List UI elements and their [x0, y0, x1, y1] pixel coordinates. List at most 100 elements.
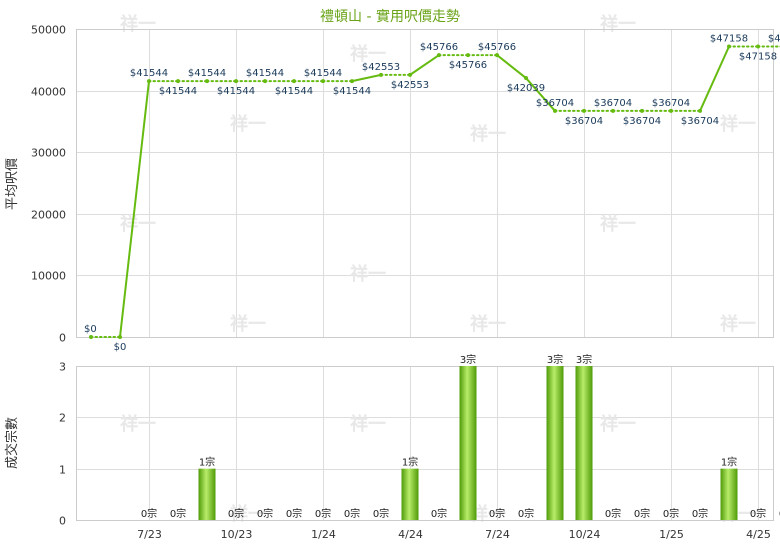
count-bar-label: 0宗: [286, 507, 302, 520]
count-bar-label: 0宗: [634, 507, 650, 520]
price-point: [437, 53, 441, 58]
price-point-label: $47158: [710, 34, 748, 45]
count-bar-label: 0宗: [344, 507, 360, 520]
count-bar-label: 0宗: [518, 507, 534, 520]
watermark-text: 祥一: [470, 503, 506, 525]
x-tick-label: 10/23: [221, 528, 253, 541]
price-point-label: $41544: [304, 68, 342, 79]
price-point-label: $42039: [507, 83, 545, 94]
x-tick-label: 1/24: [311, 528, 336, 541]
price-point: [756, 44, 760, 49]
price-point-label: $36704: [652, 98, 690, 109]
price-point: [611, 108, 615, 113]
count-bar: [546, 366, 564, 520]
price-y-tick-label: 20000: [31, 209, 66, 222]
count-bar-label: 1宗: [402, 456, 418, 469]
price-point: [89, 335, 93, 339]
watermark-text: 祥一: [600, 213, 636, 235]
price-point: [582, 108, 586, 113]
price-point-label: $42553: [391, 80, 429, 91]
count-y-tick-label: 2: [59, 412, 66, 425]
price-point-label: $47158: [768, 34, 780, 45]
price-point: [205, 79, 209, 84]
price-y-tick-label: 10000: [31, 270, 66, 283]
count-y-tick-label: 3: [59, 361, 66, 374]
price-point-label: $41544: [159, 86, 197, 97]
price-y-tick-label: 0: [59, 332, 66, 345]
count-bar: [720, 468, 738, 520]
count-bar-label: 0宗: [257, 507, 273, 520]
count-bar-label: 0宗: [228, 507, 244, 520]
price-point-label: $42553: [362, 62, 400, 73]
count-bar-label: 0宗: [663, 507, 679, 520]
price-point: [350, 79, 354, 84]
price-point-label: $41544: [333, 86, 371, 97]
price-line-segment: [525, 77, 556, 112]
price-point: [118, 335, 122, 339]
watermark-text: 祥一: [120, 413, 156, 435]
price-point-label: $36704: [536, 98, 574, 109]
count-bar-label: 0宗: [431, 507, 447, 520]
price-point-label: $0: [114, 342, 127, 353]
price-point: [698, 108, 702, 113]
price-point: [176, 79, 180, 84]
count-y-tick-label: 1: [59, 464, 66, 477]
count-bar: [459, 366, 477, 520]
x-tick-label: 1/25: [659, 528, 684, 541]
count-bar-label: 0宗: [489, 507, 505, 520]
count-bar-label: 3宗: [576, 353, 592, 366]
count-y-tick-label: 0: [59, 515, 66, 528]
price-point: [553, 108, 557, 113]
price-point-label: $36704: [565, 116, 603, 127]
price-point: [292, 79, 296, 84]
price-point: [727, 44, 731, 49]
watermark-text: 祥一: [720, 313, 756, 335]
watermark-text: 祥一: [230, 313, 266, 335]
price-point-label: $41544: [275, 86, 313, 97]
watermark-text: 祥一: [720, 113, 756, 135]
price-point-label: $41544: [246, 68, 284, 79]
price-y-tick-label: 30000: [31, 147, 66, 160]
price-line-segment: [351, 73, 382, 83]
x-tick-label: 10/24: [569, 528, 601, 541]
watermark-text: 祥一: [470, 313, 506, 335]
price-point: [524, 76, 528, 81]
count-bar-label: 0宗: [750, 507, 766, 520]
x-tick-label: 7/23: [137, 528, 162, 541]
count-bar-label: 1宗: [721, 456, 737, 469]
price-point-label: $36704: [594, 98, 632, 109]
count-plot-frame: [76, 366, 774, 521]
price-point: [321, 79, 325, 84]
price-line-segment: [119, 80, 150, 338]
count-bar-label: 0宗: [170, 507, 186, 520]
price-point-label: $41544: [130, 68, 168, 79]
price-line-segment: [699, 45, 730, 112]
price-point-label: $41544: [217, 86, 255, 97]
count-bar-label: 1宗: [199, 456, 215, 469]
price-point: [669, 108, 673, 113]
price-point-label: $45766: [449, 60, 487, 71]
price-point: [640, 108, 644, 113]
price-point-label: $41544: [188, 68, 226, 79]
count-bar-label: 0宗: [779, 507, 780, 520]
chart-title: 禮頓山 - 實用呎價走勢: [320, 8, 460, 25]
price-point: [263, 79, 267, 84]
price-point: [408, 72, 412, 77]
count-bar: [198, 468, 216, 520]
watermark-text: 祥一: [350, 413, 386, 435]
count-bar-label: 0宗: [315, 507, 331, 520]
count-bar-label: 0宗: [692, 507, 708, 520]
count-bar: [575, 366, 593, 520]
watermark-text: 祥一: [600, 13, 636, 35]
count-bar-label: 0宗: [373, 507, 389, 520]
price-point: [379, 72, 383, 77]
count-bar-label: 3宗: [547, 353, 563, 366]
price-point-label: $36704: [623, 116, 661, 127]
price-line-segment: [496, 54, 527, 80]
count-bar: [401, 468, 419, 520]
watermark-text: 祥一: [350, 263, 386, 285]
watermark-text: 祥一: [470, 123, 506, 145]
price-point: [147, 79, 151, 84]
watermark-text: 祥一: [350, 43, 386, 65]
